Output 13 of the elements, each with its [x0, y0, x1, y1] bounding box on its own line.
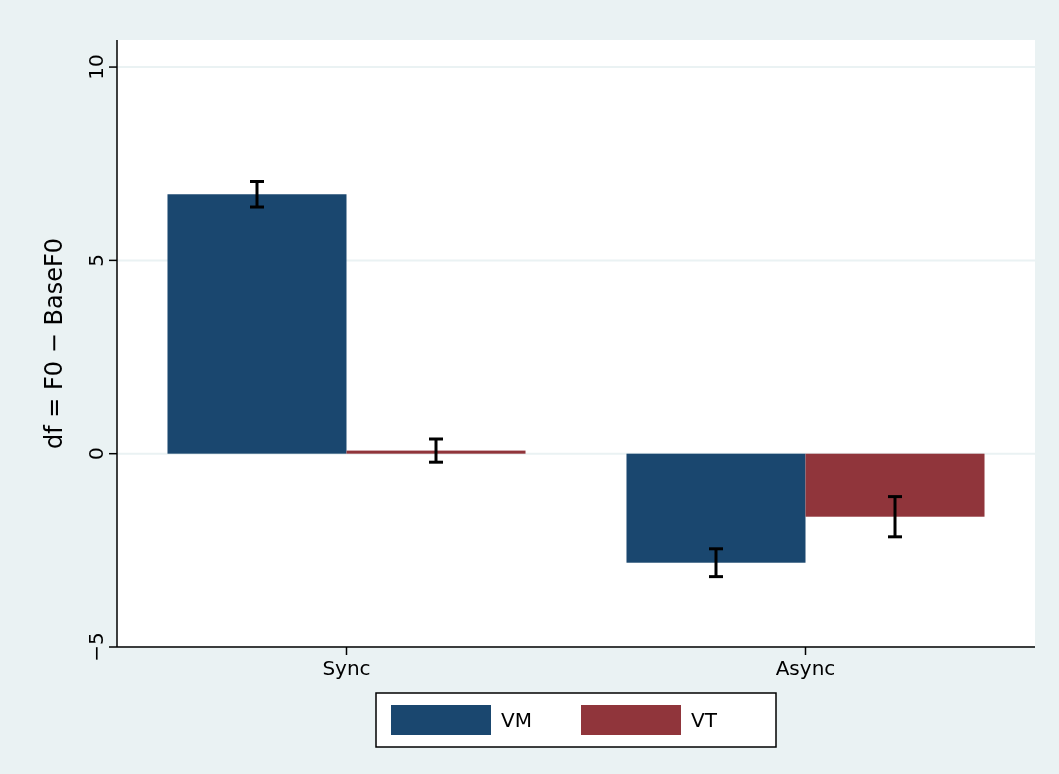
- x-tick-label: Async: [775, 656, 836, 680]
- bar: [626, 453, 806, 563]
- y-tick-label: 0: [84, 447, 108, 461]
- y-tick-label: 5: [84, 254, 108, 267]
- bar: [805, 453, 985, 517]
- bar: [167, 194, 347, 454]
- bar: [346, 450, 526, 454]
- legend-label: VM: [501, 708, 532, 732]
- y-tick-label: 10: [84, 54, 108, 80]
- x-tick-label: Sync: [322, 656, 371, 680]
- y-axis-title: df = F0 − BaseF0: [40, 237, 68, 450]
- legend-label: VT: [691, 708, 718, 732]
- y-tick-label: −5: [84, 632, 108, 662]
